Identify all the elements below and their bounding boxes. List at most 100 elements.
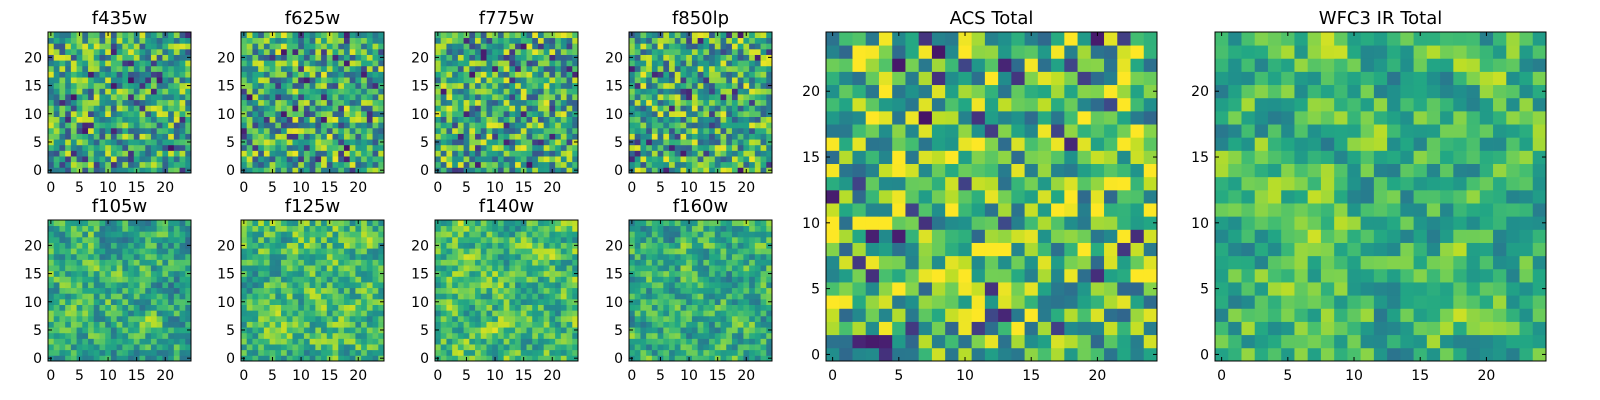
heatmap-cell [731,116,739,123]
heatmap-cell [475,242,482,249]
heatmap-cell [463,94,470,101]
heatmap-cell [440,242,447,249]
heatmap-cell [65,344,72,351]
heatmap-cell [179,71,186,78]
heatmap-cell [372,304,379,311]
heatmap-cell [59,77,66,84]
heatmap-cell [463,156,470,163]
heatmap-cell [463,82,470,89]
heatmap-cell [435,338,442,345]
heatmap-cell [156,344,163,351]
heatmap-cell [680,54,687,61]
heatmap-cell [486,94,493,101]
heatmap-cell [452,43,459,50]
heatmap-cell [361,236,368,243]
heatmap-cell [532,82,539,89]
heatmap-cell [298,310,305,317]
heatmap-cell [572,32,579,39]
heatmap-cell [332,156,339,163]
heatmap-cell [116,344,123,351]
heatmap-cell [754,355,761,362]
heatmap-cell [65,298,72,305]
heatmap-cell [185,65,192,72]
heatmap-cell [292,265,299,272]
heatmap-cell [463,37,470,44]
heatmap-cell [145,110,152,117]
heatmap-cell [128,105,135,112]
heatmap-cell [292,338,299,345]
heatmap-cell [634,139,641,146]
heatmap-cell [168,94,175,101]
heatmap-cell [70,133,77,140]
heatmap-cell [754,310,761,317]
heatmap-cell [634,105,641,112]
heatmap-cell [93,161,100,168]
heatmap-cell [133,65,140,72]
heatmap-cell [703,116,710,123]
heatmap-cell [286,94,293,101]
heatmap-cell [378,310,385,317]
heatmap-cell [315,71,322,78]
heatmap-cell [122,82,129,89]
heatmap-cell [298,77,305,84]
heatmap-cell [480,99,487,106]
heatmap-cell [378,43,385,50]
heatmap-cell [697,94,704,101]
heatmap-cell [263,99,270,106]
heatmap-cell [503,144,510,151]
heatmap-cell [48,282,55,289]
heatmap-cell [657,298,664,305]
heatmap-cell [669,110,676,117]
heatmap-cell [122,110,129,117]
heatmap-cell [303,310,311,317]
heatmap-cell [709,122,716,129]
heatmap-cell [76,156,83,163]
heatmap-cell [515,282,522,289]
heatmap-cell [53,94,60,101]
heatmap-cell [492,321,499,328]
heatmap-cell [520,282,527,289]
heatmap-cell [122,139,129,146]
heatmap-cell [110,310,118,317]
x-tick-label: 5 [75,180,84,196]
heatmap-cell [53,88,60,95]
heatmap-cell [128,110,135,117]
heatmap-cell [241,133,248,140]
heatmap-cell [321,54,328,61]
heatmap-cell [179,116,186,123]
heatmap-cell [99,338,106,345]
heatmap-cell [726,88,733,95]
heatmap-cell [59,310,66,317]
heatmap-cell [669,349,676,356]
heatmap-cell [88,156,95,163]
heatmap-cell [82,287,89,294]
heatmap-cell [509,144,516,151]
heatmap-cell [709,110,716,117]
heatmap-cell [53,304,60,311]
heatmap-cell [640,270,647,277]
heatmap-cell [65,265,72,272]
heatmap-cell [680,122,687,129]
heatmap-cell [726,156,733,163]
heatmap-cell [475,265,482,272]
heatmap-cell [372,65,379,72]
heatmap-cell [469,48,476,55]
heatmap-cell [560,265,567,272]
heatmap-cell [349,133,356,140]
heatmap-cell [145,65,152,72]
heatmap-cell [82,265,89,272]
heatmap-cell [731,71,739,78]
heatmap-cell [53,65,60,72]
heatmap-cell [634,32,641,39]
heatmap-cells [435,32,579,174]
heatmap-cell [560,287,567,294]
heatmap-cell [65,276,72,283]
heatmap-cell [241,43,248,50]
heatmap-cell [139,236,146,243]
heatmap-cell [686,282,693,289]
heatmap-cell [303,327,311,334]
heatmap-cell [686,43,693,50]
heatmap-cell [372,265,379,272]
heatmap-cell [378,259,385,266]
heatmap-cell [179,99,186,106]
